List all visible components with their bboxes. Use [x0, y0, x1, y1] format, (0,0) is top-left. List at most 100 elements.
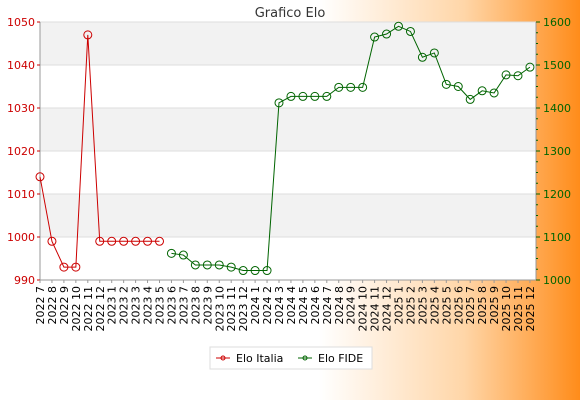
data-point-elo-fide[interactable] — [322, 91, 332, 101]
data-point-elo-fide[interactable] — [501, 70, 511, 80]
data-point-elo-fide[interactable] — [489, 88, 499, 98]
data-point-elo-fide[interactable] — [513, 71, 523, 81]
data-point-elo-italia[interactable] — [95, 236, 105, 246]
y-left-tick-label: 1040 — [7, 59, 35, 72]
y-right-tick-label: 1100 — [543, 231, 571, 244]
data-point-elo-italia[interactable] — [35, 172, 45, 182]
data-point-elo-fide[interactable] — [250, 266, 260, 276]
x-tick-label: 2024 3 — [273, 286, 286, 325]
data-point-elo-italia[interactable] — [143, 236, 153, 246]
y-right-tick-label: 1500 — [543, 59, 571, 72]
x-tick-label: 2023 12 — [237, 286, 250, 332]
x-tick-label: 2022 8 — [46, 286, 59, 325]
x-tick-label: 2023 5 — [154, 286, 167, 325]
data-point-elo-fide[interactable] — [178, 250, 188, 260]
data-point-elo-fide[interactable] — [334, 82, 344, 92]
x-tick-label: 2023 2 — [118, 286, 131, 325]
y-left-tick-label: 1030 — [7, 102, 35, 115]
x-tick-label: 2022 11 — [82, 286, 95, 332]
x-tick-label: 2025 5 — [440, 286, 453, 325]
x-tick-label: 2023 9 — [201, 286, 214, 325]
data-point-elo-fide[interactable] — [238, 266, 248, 276]
x-tick-label: 2025 9 — [488, 286, 501, 325]
y-right-tick-label: 1200 — [543, 188, 571, 201]
data-point-elo-fide[interactable] — [405, 26, 415, 36]
data-point-elo-fide[interactable] — [310, 91, 320, 101]
data-point-elo-italia[interactable] — [155, 236, 164, 246]
x-tick-label: 2024 4 — [285, 286, 298, 325]
data-point-elo-italia[interactable] — [47, 236, 57, 246]
legend-marker-elo-italia — [220, 355, 226, 361]
data-point-elo-fide[interactable] — [441, 79, 451, 89]
x-tick-label: 2025 4 — [428, 286, 441, 325]
data-point-elo-italia[interactable] — [83, 30, 93, 40]
series-line-elo-fide — [171, 25, 531, 272]
data-point-elo-fide[interactable] — [394, 21, 403, 31]
grid-band — [40, 194, 536, 237]
x-tick-label: 2024 5 — [297, 286, 310, 325]
data-point-elo-fide[interactable] — [417, 52, 427, 62]
data-point-elo-fide[interactable] — [358, 82, 368, 92]
data-point-elo-fide[interactable] — [274, 98, 284, 108]
x-tick-label: 2025 2 — [404, 286, 417, 325]
chart-title: Grafico Elo — [255, 6, 326, 21]
x-tick-label: 2022 7 — [34, 286, 47, 325]
x-tick-label: 2024 8 — [333, 286, 346, 325]
data-point-elo-fide[interactable] — [190, 260, 200, 270]
data-point-elo-fide[interactable] — [382, 29, 392, 39]
y-left-tick-label: 1000 — [7, 231, 35, 244]
y-left-tick-label: 1020 — [7, 145, 35, 158]
plot-area: 990 1000 1010 1020 1030 1040 1050 1000 1100 1200 1… — [7, 16, 571, 332]
x-tick-label: 2022 12 — [94, 286, 107, 332]
data-point-elo-fide[interactable] — [214, 260, 224, 270]
x-tick-label: 2024 9 — [345, 286, 358, 325]
x-tick-label: 2024 6 — [309, 286, 322, 325]
data-point-elo-italia[interactable] — [119, 236, 129, 246]
x-tick-label: 2022 10 — [70, 286, 83, 332]
legend-item-elo-italia[interactable]: Elo Italia — [216, 352, 283, 365]
data-point-elo-fide[interactable] — [202, 260, 212, 270]
x-tick-label: 2024 7 — [321, 286, 334, 325]
x-tick-label: 2024 12 — [381, 286, 394, 332]
legend-marker-elo-fide — [302, 355, 308, 361]
legend-box — [209, 346, 373, 370]
y-right-tick-label: 1300 — [543, 145, 571, 158]
data-point-elo-fide[interactable] — [429, 48, 439, 58]
y-left-tick-label: 1010 — [7, 188, 35, 201]
data-point-elo-fide[interactable] — [226, 262, 236, 272]
data-point-elo-fide[interactable] — [166, 248, 176, 258]
data-point-elo-italia[interactable] — [131, 236, 141, 246]
x-tick-label: 2025 11 — [512, 286, 525, 332]
x-tick-label: 2023 1 — [106, 286, 119, 325]
data-point-elo-fide[interactable] — [370, 32, 380, 42]
y-right-tick-label: 1400 — [543, 102, 571, 115]
x-tick-label: 2025 3 — [416, 286, 429, 325]
x-tick-label: 2025 1 — [393, 286, 406, 325]
x-tick-label: 2023 7 — [177, 286, 190, 325]
data-point-elo-fide[interactable] — [262, 266, 272, 276]
y-left-tick-label: 990 — [14, 274, 35, 287]
y-right-tick-label: 1600 — [543, 16, 571, 29]
x-tick-label: 2024 1 — [249, 286, 262, 325]
x-tick-label: 2025 7 — [464, 286, 477, 325]
x-tick-label: 2023 10 — [213, 286, 226, 332]
x-tick-label: 2024 10 — [357, 286, 370, 332]
x-tick-label: 2022 9 — [58, 286, 71, 325]
data-point-elo-italia[interactable] — [71, 262, 81, 272]
x-tick-label: 2024 11 — [369, 286, 382, 332]
data-point-elo-fide[interactable] — [298, 91, 308, 101]
legend-item-elo-fide[interactable]: Elo FIDE — [298, 352, 363, 365]
data-point-elo-fide[interactable] — [465, 94, 475, 104]
data-point-elo-italia[interactable] — [107, 236, 117, 246]
data-point-elo-fide[interactable] — [477, 86, 487, 96]
x-tick-label: 2023 6 — [165, 286, 178, 325]
x-tick-label: 2025 6 — [452, 286, 465, 325]
data-point-elo-fide[interactable] — [453, 82, 463, 91]
x-tick-label: 2025 8 — [476, 286, 489, 325]
data-point-elo-fide[interactable] — [525, 62, 535, 72]
data-point-elo-fide[interactable] — [286, 91, 296, 101]
legend: Elo Italia Elo FIDE — [209, 346, 373, 370]
data-point-elo-italia[interactable] — [59, 262, 69, 272]
data-point-elo-fide[interactable] — [346, 82, 356, 92]
